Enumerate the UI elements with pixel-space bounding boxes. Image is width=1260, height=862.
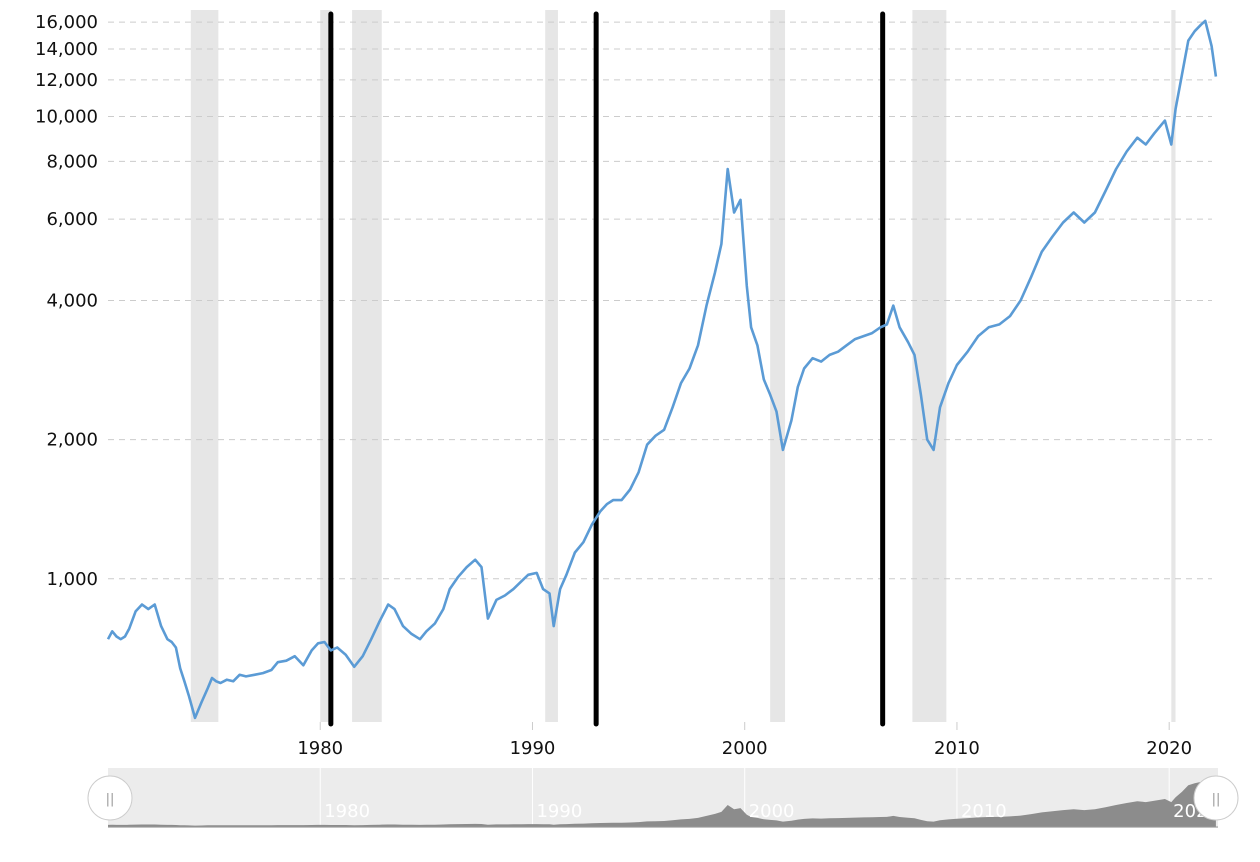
recession-band — [912, 10, 947, 722]
y-tick-label: 10,000 — [35, 107, 98, 128]
y-gridlines — [108, 21, 1212, 580]
x-tick-label: 2020 — [1146, 738, 1192, 759]
recession-band — [190, 10, 219, 722]
series-line — [106, 19, 1218, 720]
grip-icon: || — [106, 792, 115, 807]
y-axis-ticks: 1,000 2,000 4,000 6,000 8,000 10,000 12,000 14,… — [35, 12, 98, 590]
y-tick-label: 14,000 — [35, 39, 98, 60]
range-navigator[interactable]: 1980 1990 2000 2010 2020 || || — [87, 768, 1239, 828]
y-tick-label: 16,000 — [35, 12, 98, 33]
y-tick-label: 1,000 — [46, 569, 98, 590]
recession-band — [1171, 10, 1176, 722]
y-tick-label: 12,000 — [35, 70, 98, 91]
recession-band — [320, 10, 331, 722]
vertical-markers — [328, 11, 886, 727]
x-tick-label: 2000 — [722, 738, 768, 759]
y-tick-label: 6,000 — [46, 209, 98, 230]
y-tick-label: 8,000 — [46, 151, 98, 172]
y-tick-label: 2,000 — [46, 430, 98, 451]
navigator-ticks: 1980 1990 2000 2010 2020 — [324, 801, 1219, 822]
recession-band — [770, 10, 786, 722]
navigator-tick-label: 2010 — [961, 801, 1007, 822]
y-tick-label: 4,000 — [46, 290, 98, 311]
x-axis-ticks: 1980 1990 2000 2010 2020 — [297, 722, 1192, 759]
navigator-tick-label: 1990 — [536, 801, 582, 822]
navigator-tick-label: 2000 — [749, 801, 795, 822]
navigator-area — [108, 781, 1216, 827]
navigator-left-handle[interactable]: || — [87, 775, 133, 821]
x-tick-label: 2010 — [934, 738, 980, 759]
recession-band — [352, 10, 382, 722]
navigator-gridlines — [319, 768, 1170, 827]
recession-band — [545, 10, 558, 722]
recession-bands — [190, 10, 1176, 722]
grip-icon: || — [1212, 792, 1221, 807]
x-tick-label: 1990 — [510, 738, 556, 759]
navigator-right-handle[interactable]: || — [1193, 775, 1239, 821]
x-tick-label: 1980 — [297, 738, 343, 759]
navigator-tick-label: 1980 — [324, 801, 370, 822]
